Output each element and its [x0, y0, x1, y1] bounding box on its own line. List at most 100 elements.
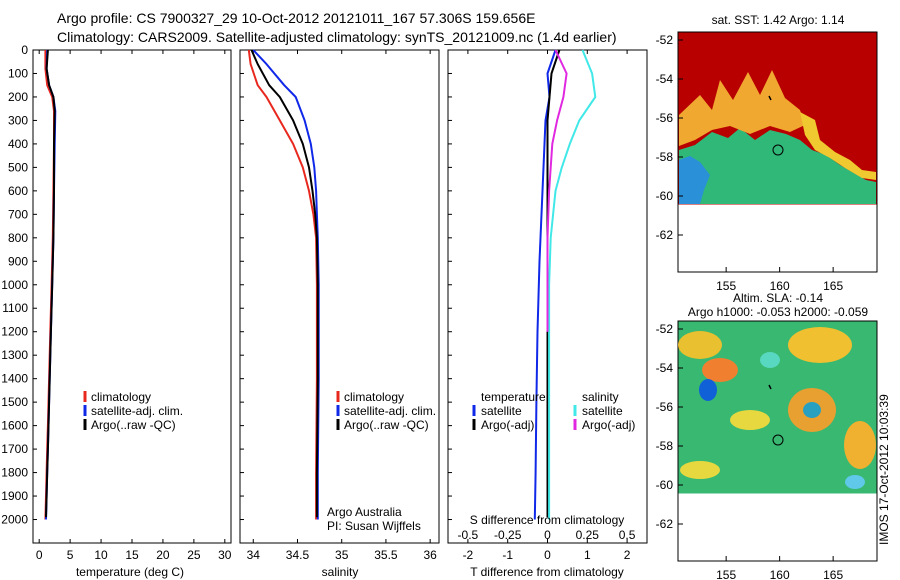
s-diff-tick-label: 0.25 — [576, 528, 600, 542]
sla-map — [677, 320, 878, 562]
x-tick-label: -2 — [463, 548, 474, 562]
x-tick-label: 2 — [624, 548, 631, 562]
difference-top-label: S difference from climatology — [470, 513, 625, 527]
temperature-legend: climatology satellite-adj. clim. Argo(..… — [83, 390, 183, 432]
s-diff-tick-label: 0 — [544, 528, 551, 542]
sst-map — [677, 31, 878, 273]
temperature-plot: 0 5 10 15 20 25 30 — [36, 49, 232, 562]
lat-tick-label: -54 — [656, 361, 674, 375]
sst-field-front — [679, 70, 805, 146]
sla-anomaly — [699, 379, 717, 401]
salinity-xlabel: salinity — [322, 565, 359, 579]
s-diff-tick-label: -0.25 — [494, 528, 522, 542]
series-line-temperature-satellite — [533, 49, 557, 520]
sst-argo-location-marker — [772, 144, 784, 156]
sla-anomaly — [702, 358, 738, 382]
lon-tick-label: 165 — [823, 279, 843, 293]
depth-tick-label: 600 — [8, 184, 28, 198]
lat-tick-label: -52 — [656, 322, 674, 336]
sla-anomaly — [788, 327, 852, 363]
temperature-xlabel: temperature (deg C) — [76, 565, 184, 579]
legend-title-salinity: salinity — [582, 390, 619, 404]
series-line-argo-raw-qc- — [250, 49, 319, 518]
depth-tick-label: 200 — [8, 90, 28, 104]
legend-label-sal-argo: Argo(-adj) — [582, 418, 635, 432]
depth-tick-label: 1200 — [1, 325, 28, 339]
lat-tick-label: -52 — [656, 33, 674, 47]
sla-map-title-1: Altim. SLA: -0.14 — [733, 291, 823, 305]
header-line-1: Argo profile: CS 7900327_29 10-Oct-2012 … — [57, 10, 535, 26]
salinity-axes — [239, 49, 440, 544]
x-tick-label: 35.5 — [374, 548, 398, 562]
sst-field-cold — [679, 128, 876, 204]
difference-plot: -2 -1 0 1 2 -0.5 -0.25 0 0.25 0.5 — [458, 49, 636, 562]
x-tick-label: 34 — [247, 548, 261, 562]
difference-legend: temperature salinity satellite Argo(-adj… — [472, 390, 635, 432]
x-tick-label: 20 — [156, 548, 170, 562]
sla-anomaly — [760, 352, 780, 368]
x-tick-label: 36 — [423, 548, 437, 562]
depth-tick-label: 1100 — [2, 301, 28, 315]
x-tick-label: 25 — [187, 548, 201, 562]
lon-tick-label: 160 — [770, 279, 790, 293]
sst-map-axes: -52 -54 -56 -58 -60 -62 155 160 165 — [656, 33, 844, 293]
series-line-argo-raw-qc- — [45, 49, 56, 518]
depth-tick-label: 2000 — [1, 513, 28, 527]
depth-tick-label: 900 — [8, 254, 28, 268]
depth-tick-label: 0 — [21, 43, 28, 57]
series-line-salinity-satellite — [548, 49, 597, 520]
s-diff-tick-label: 0.5 — [619, 528, 636, 542]
x-tick-label: 5 — [67, 548, 74, 562]
lon-tick-label: 155 — [716, 279, 736, 293]
lat-tick-label: -62 — [656, 228, 674, 242]
temperature-axes — [32, 49, 232, 544]
legend-label-climatology: climatology — [91, 390, 151, 404]
legend-label-argo: Argo(..raw -QC) — [91, 418, 176, 432]
sla-anomaly — [803, 402, 821, 418]
lat-tick-label: -58 — [656, 150, 674, 164]
lat-tick-label: -54 — [656, 72, 674, 86]
sla-argo-location-marker — [772, 434, 784, 446]
depth-tick-label: 1700 — [1, 442, 28, 456]
depth-tick-label: 800 — [8, 231, 28, 245]
institution-note: Argo Australia — [327, 505, 402, 519]
lat-tick-label: -58 — [656, 439, 674, 453]
sla-anomaly — [678, 331, 722, 359]
header-line-2: Climatology: CARS2009. Satellite-adjuste… — [57, 29, 617, 45]
sla-anomaly — [845, 475, 865, 489]
salinity-legend: climatology satellite-adj. clim. Argo(..… — [336, 390, 436, 432]
depth-axis: 0 100 200 300 400 500 600 700 800 900 1000 1100 1200… — [1, 43, 452, 527]
x-tick-label: 1 — [584, 548, 591, 562]
depth-tick-label: 1300 — [1, 348, 28, 362]
x-tick-label: 30 — [218, 548, 232, 562]
depth-tick-label: 300 — [8, 113, 28, 127]
lat-tick-label: -56 — [656, 111, 674, 125]
lat-tick-label: -60 — [656, 189, 674, 203]
lat-tick-label: -60 — [656, 478, 674, 492]
lat-tick-label: -56 — [656, 400, 674, 414]
s-diff-tick-label: -0.5 — [458, 528, 479, 542]
sla-map-axes: -52 -54 -56 -58 -60 -62 155 160 165 — [656, 322, 844, 580]
depth-tick-label: 1600 — [1, 419, 28, 433]
legend-label-climatology: climatology — [344, 390, 404, 404]
series-line-climatology — [247, 49, 318, 520]
legend-label-sal-satellite: satellite — [582, 404, 623, 418]
lon-tick-label: 155 — [716, 568, 736, 580]
sst-field-front-east — [800, 112, 876, 180]
depth-tick-label: 1900 — [1, 489, 28, 503]
legend-title-temperature: temperature — [481, 390, 546, 404]
x-tick-label: 34.5 — [286, 548, 310, 562]
x-tick-label: 10 — [94, 548, 108, 562]
difference-xlabel: T difference from climatology — [470, 565, 624, 579]
x-tick-label: 35 — [335, 548, 349, 562]
lon-tick-label: 165 — [823, 568, 843, 580]
depth-tick-label: 500 — [8, 160, 28, 174]
depth-tick-label: 1400 — [1, 372, 28, 386]
depth-tick-label: 1500 — [1, 395, 28, 409]
x-tick-label: 0 — [544, 548, 551, 562]
sla-float-track — [768, 384, 772, 390]
lon-tick-label: 160 — [770, 568, 790, 580]
sla-anomaly — [680, 461, 720, 479]
legend-label-satellite: satellite-adj. clim. — [344, 404, 436, 418]
